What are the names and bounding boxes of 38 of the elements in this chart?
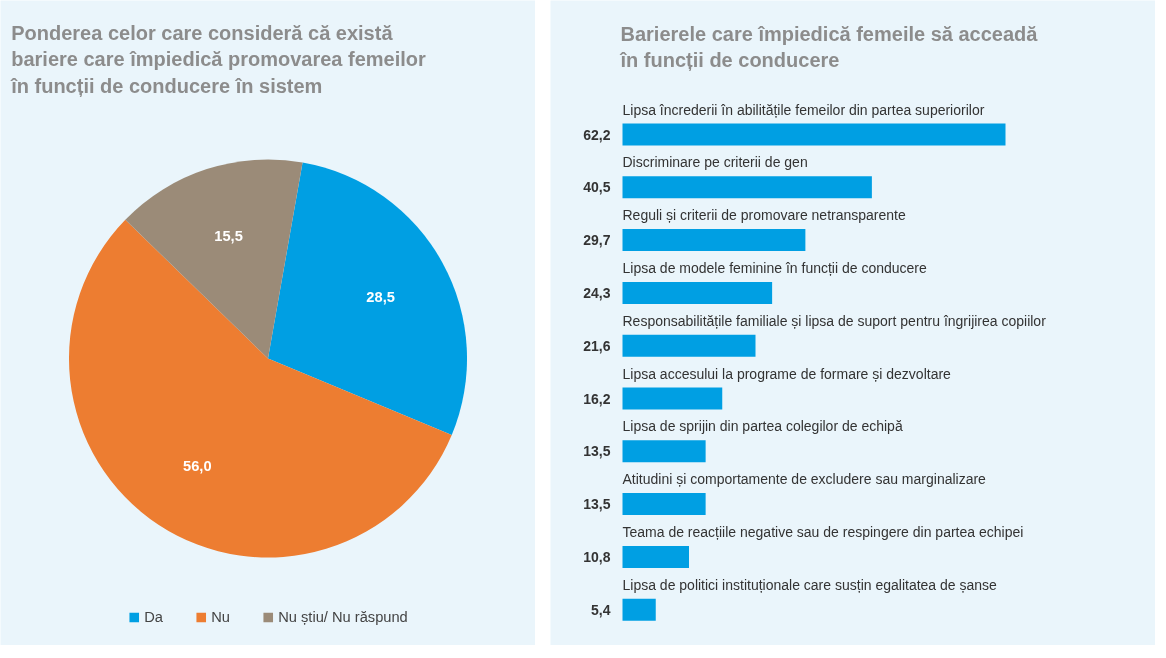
y-tick-label: Lipsa de sprijin din partea colegilor de echipă [622,418,903,435]
bar [622,545,689,568]
legend-label: Da [144,609,164,625]
chart-title: Barierele care împiedică femeile să acceadă în funcții de conducere [619,22,1039,71]
bar [622,493,706,516]
y-tick-label: Responsabilitățile familiale și lipsa de suport pentru îngrijirea copiilor [622,312,1047,329]
data-label: 16,2 [583,390,611,407]
data-label: 13,5 [583,443,611,460]
y-tick-label: Lipsa încrederii în abilitățile femeilor din partea superiorilor [622,101,985,118]
data-label: 13,5 [583,496,611,513]
bar [622,440,706,463]
bar [622,229,806,252]
bar [622,334,756,357]
data-label: 28,5 [366,288,395,305]
bar [622,281,773,304]
data-label: 56,0 [183,457,212,474]
bar [622,387,723,410]
chart-title: Ponderea celor care consideră că există bariere care împiedică promovarea femeilor în funcții de conducere în sistem [10,21,427,97]
y-tick-label: Lipsa accesului la programe de formare și dezvoltare [622,365,952,382]
y-tick-label: Lipsa de politici instituționale care susțin egalitatea de șanse [622,576,998,593]
data-label: 40,5 [583,179,611,196]
bar [622,598,656,621]
y-tick-label: Teama de reacțiile negative sau de respingere din partea echipei [622,523,1024,540]
legend-label: Nu [211,609,231,625]
y-tick-label: Reguli și criterii de promovare netransparente [622,207,906,224]
legend-label: Nu știu/ Nu răspund [278,609,408,625]
data-label: 29,7 [583,232,611,249]
data-label: 15,5 [214,228,243,245]
data-label: 24,3 [583,284,611,301]
data-label: 5,4 [591,601,611,618]
y-tick-label: Atitudini și comportamente de excludere sau marginalizare [622,471,987,488]
data-label: 10,8 [583,548,611,565]
bar [622,176,872,199]
y-tick-label: Discriminare pe criterii de gen [622,154,808,171]
y-tick-label: Lipsa de modele feminine în funcții de conducere [622,259,928,276]
bar [622,123,1006,146]
data-label: 21,6 [583,337,611,354]
data-label: 62,2 [583,126,611,143]
